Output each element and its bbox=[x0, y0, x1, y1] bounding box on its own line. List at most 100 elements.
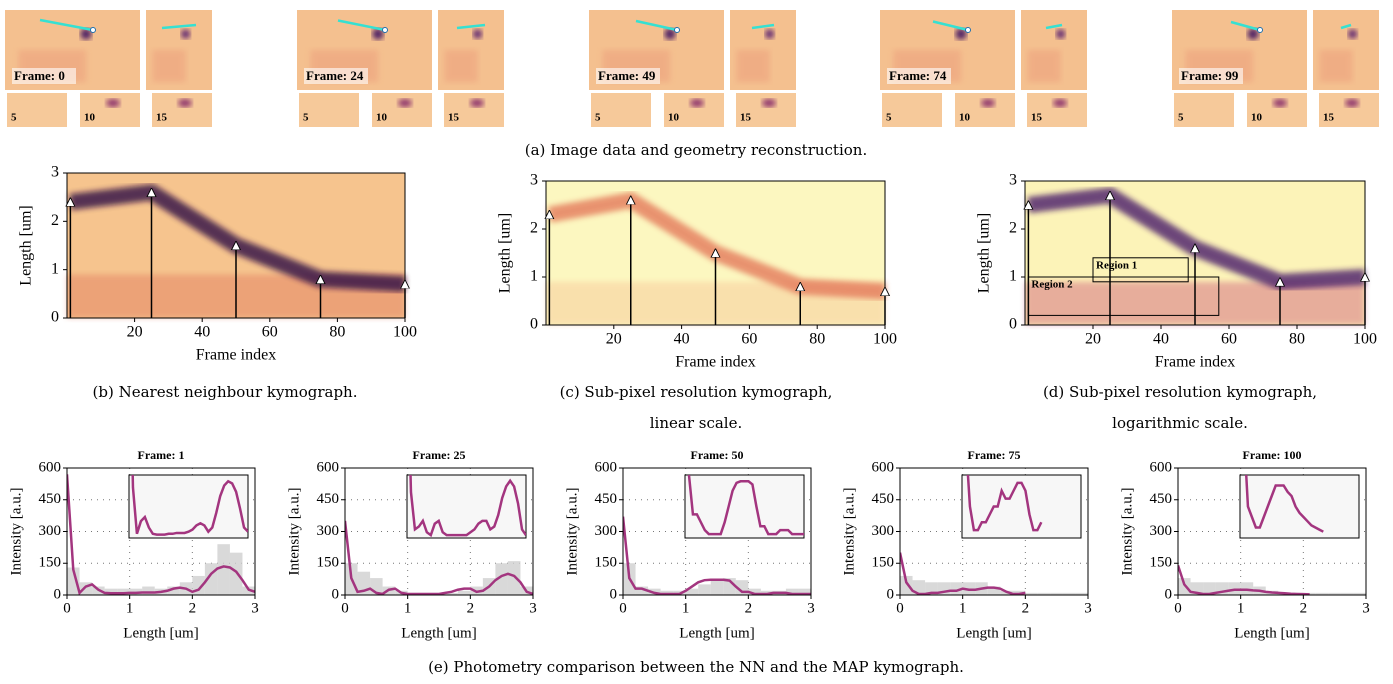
x-tick-label: 0 bbox=[63, 600, 71, 616]
y-tick-label: 2 bbox=[51, 212, 59, 229]
crop-spot bbox=[178, 99, 192, 107]
x-tick-label: 2 bbox=[1022, 600, 1030, 616]
caption-e: (e) Photometry comparison between the NN… bbox=[428, 658, 964, 676]
nn-bar bbox=[798, 588, 811, 595]
image-spot bbox=[372, 28, 384, 40]
caption: (b) Nearest neighbour kymograph. bbox=[93, 383, 358, 401]
chart-title: Frame: 50 bbox=[691, 448, 744, 462]
frame-label: Frame: 99 bbox=[1181, 68, 1239, 83]
y-tick-label: 150 bbox=[39, 555, 62, 571]
label-bg bbox=[304, 68, 368, 84]
y-tick-label: 150 bbox=[872, 555, 895, 571]
x-axis-label: Frame index bbox=[196, 347, 276, 364]
crop-spot bbox=[106, 99, 120, 107]
nn-bar bbox=[987, 586, 1001, 595]
crop-label: 5 bbox=[303, 112, 309, 124]
crop-tile bbox=[591, 93, 651, 127]
inset-line bbox=[687, 475, 804, 536]
caption-a: (a) Image data and geometry reconstructi… bbox=[525, 141, 867, 159]
y-tick-label: 300 bbox=[595, 523, 618, 539]
inset-line bbox=[1244, 475, 1324, 533]
crop-label: 15 bbox=[1323, 112, 1335, 124]
x-axis-label: Frame index bbox=[675, 354, 755, 371]
y-tick-label: 0 bbox=[54, 586, 62, 602]
crop-label: 10 bbox=[84, 112, 96, 124]
nn-bar bbox=[167, 586, 180, 595]
trace bbox=[337, 19, 386, 32]
x-tick-label: 0 bbox=[619, 600, 627, 616]
region-label: Region 2 bbox=[1031, 279, 1073, 291]
x-tick-label: 0 bbox=[1174, 600, 1182, 616]
nn-bar bbox=[67, 567, 80, 595]
image-spot bbox=[80, 28, 92, 40]
x-tick-label: 3 bbox=[251, 600, 259, 616]
crop-label: 15 bbox=[1031, 112, 1043, 124]
x-tick-label: 100 bbox=[873, 331, 897, 348]
x-tick-label: 2 bbox=[189, 600, 197, 616]
map-line bbox=[345, 520, 533, 595]
x-tick-label: 0 bbox=[341, 600, 349, 616]
image-spot bbox=[1247, 28, 1259, 40]
y-tick-label: 0 bbox=[1009, 316, 1017, 333]
x-tick-label: 40 bbox=[194, 324, 210, 341]
nn-bar bbox=[748, 588, 761, 595]
map-line bbox=[623, 516, 811, 595]
nn-bar bbox=[1315, 592, 1329, 595]
crop-label: 10 bbox=[376, 112, 388, 124]
x-tick-label: 20 bbox=[127, 324, 143, 341]
y-tick-label: 600 bbox=[595, 459, 618, 475]
inset-line bbox=[409, 475, 526, 538]
crop-spot bbox=[398, 99, 412, 107]
crop-tile bbox=[664, 93, 724, 127]
image-spot bbox=[764, 29, 775, 39]
label-bg bbox=[596, 68, 660, 84]
nn-bar bbox=[1328, 592, 1341, 595]
image-spot bbox=[664, 28, 676, 40]
nn-bar bbox=[1353, 592, 1366, 595]
y-tick-label: 450 bbox=[1150, 491, 1173, 507]
y-axis-label: Intensity [a.u.] bbox=[8, 488, 24, 576]
y-tick-label: 3 bbox=[1009, 172, 1017, 189]
crop-tile bbox=[7, 93, 67, 127]
crop-label: 5 bbox=[886, 112, 892, 124]
trace-end bbox=[90, 27, 96, 33]
map-line bbox=[1178, 564, 1310, 595]
y-tick-label: 450 bbox=[595, 491, 618, 507]
label-bg bbox=[887, 68, 951, 84]
region-box bbox=[1092, 257, 1189, 283]
crop-spot bbox=[1345, 99, 1359, 107]
image-spot bbox=[180, 29, 191, 39]
x-tick-label: 3 bbox=[529, 600, 537, 616]
y-tick-label: 0 bbox=[332, 586, 340, 602]
crop-label: 10 bbox=[959, 112, 971, 124]
nn-bar bbox=[495, 563, 508, 595]
y-tick-label: 3 bbox=[530, 172, 538, 189]
crop-tile bbox=[372, 93, 432, 127]
image-spot bbox=[955, 28, 967, 40]
image-shade bbox=[1027, 50, 1061, 82]
image-spot bbox=[1055, 29, 1066, 39]
nn-bar bbox=[698, 584, 711, 595]
y-tick-label: 0 bbox=[1165, 586, 1173, 602]
image-shade bbox=[736, 50, 770, 82]
y-tick-label: 3 bbox=[51, 164, 59, 181]
x-tick-label: 2 bbox=[745, 600, 753, 616]
x-tick-label: 40 bbox=[674, 331, 690, 348]
y-axis-label: Length [um] bbox=[497, 213, 514, 293]
nn-bar bbox=[1050, 592, 1063, 595]
crop-spot bbox=[1273, 99, 1287, 107]
y-tick-label: 150 bbox=[317, 555, 340, 571]
crop-label: 5 bbox=[1178, 112, 1184, 124]
crop-tile bbox=[1319, 93, 1379, 127]
nn-bar bbox=[217, 544, 230, 595]
crop-tile bbox=[736, 93, 796, 127]
x-tick-label: 60 bbox=[741, 331, 757, 348]
y-tick-label: 300 bbox=[39, 523, 62, 539]
nn-bar bbox=[104, 588, 118, 595]
crop-label: 15 bbox=[740, 112, 752, 124]
crop-tile bbox=[1027, 93, 1087, 127]
y-axis-label: Length [um] bbox=[18, 205, 35, 285]
x-tick-label: 100 bbox=[1353, 331, 1377, 348]
trace-end bbox=[674, 27, 680, 33]
trace bbox=[1340, 23, 1352, 30]
